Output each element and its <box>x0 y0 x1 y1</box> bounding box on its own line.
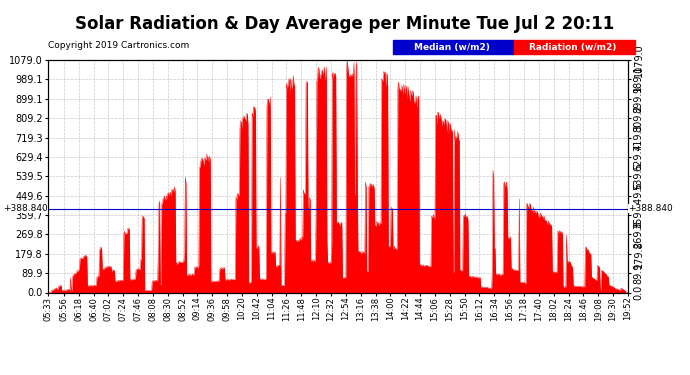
Text: Median (w/m2): Median (w/m2) <box>414 43 490 52</box>
Text: +388.840: +388.840 <box>3 204 48 213</box>
Text: Radiation (w/m2): Radiation (w/m2) <box>529 43 616 52</box>
Text: +388.840: +388.840 <box>629 204 673 213</box>
Text: Solar Radiation & Day Average per Minute Tue Jul 2 20:11: Solar Radiation & Day Average per Minute… <box>75 15 615 33</box>
Text: Copyright 2019 Cartronics.com: Copyright 2019 Cartronics.com <box>48 41 190 50</box>
